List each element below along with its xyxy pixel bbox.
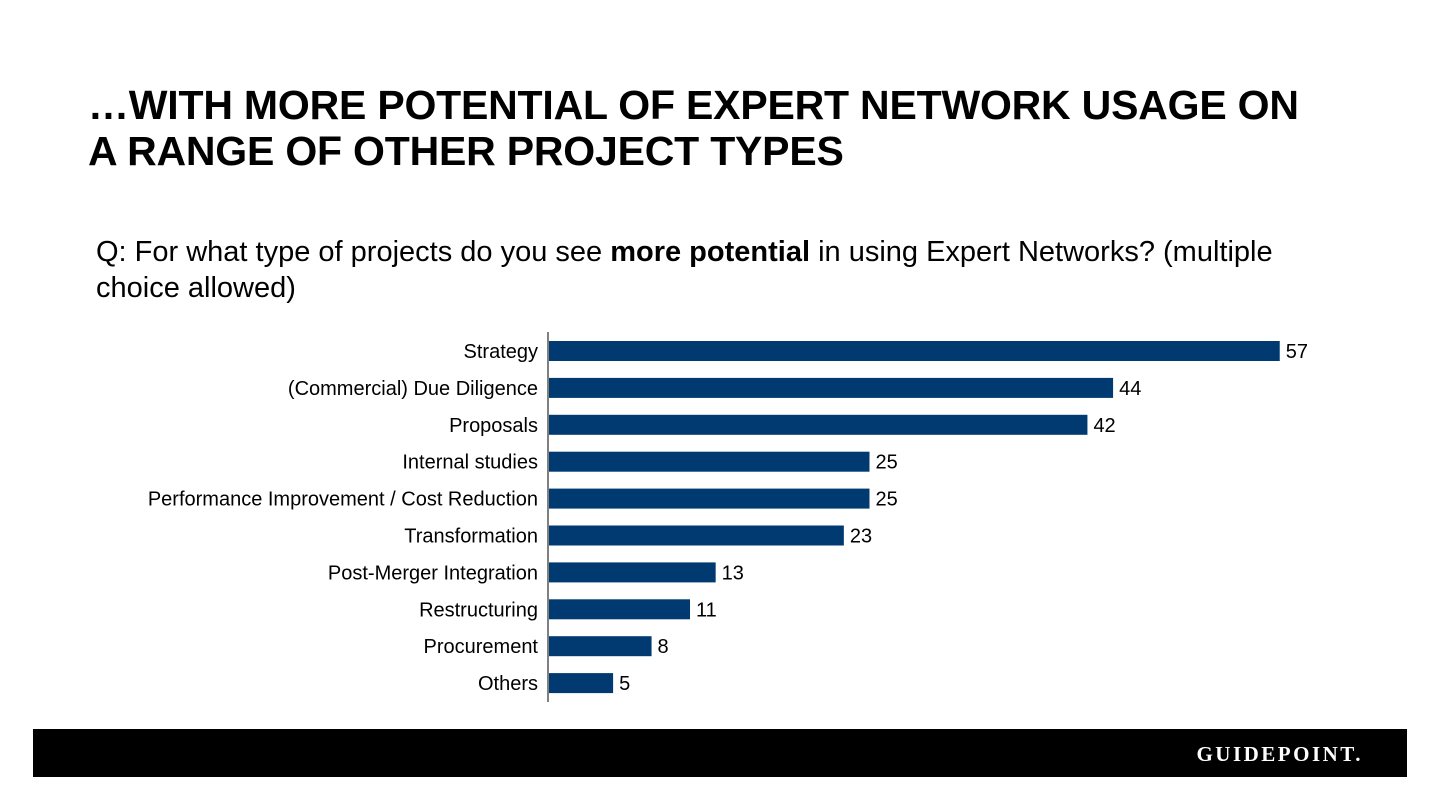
bar bbox=[549, 341, 1280, 361]
bar-value-label: 25 bbox=[876, 452, 898, 474]
bar-value-label: 57 bbox=[1286, 341, 1308, 363]
bar-value-label: 23 bbox=[850, 526, 872, 548]
question-emphasis: more potential bbox=[610, 236, 811, 268]
survey-question: Q: For what type of projects do you see … bbox=[96, 234, 1356, 306]
bar bbox=[549, 414, 1088, 435]
category-label: Internal studies bbox=[402, 452, 538, 474]
bar-value-label: 44 bbox=[1119, 378, 1141, 400]
bar bbox=[549, 562, 716, 583]
category-label: Proposals bbox=[449, 415, 538, 437]
category-label: Performance Improvement / Cost Reduction bbox=[148, 489, 538, 511]
category-label: Post-Merger Integration bbox=[328, 562, 538, 584]
bar-value-label: 11 bbox=[696, 599, 717, 621]
brand-logo: GUIDEPOINT. bbox=[1196, 742, 1363, 766]
bar-value-label: 25 bbox=[876, 489, 898, 511]
bar bbox=[549, 488, 870, 509]
bar bbox=[549, 377, 1114, 398]
category-label: Others bbox=[478, 673, 538, 695]
bar bbox=[549, 525, 844, 546]
slide-title-line-1: …WITH MORE POTENTIAL OF EXPERT NETWORK U… bbox=[88, 82, 1299, 128]
bar-value-label: 13 bbox=[722, 562, 744, 584]
question-text-start: Q: For what type of projects do you see bbox=[96, 236, 611, 268]
bar bbox=[549, 451, 870, 472]
category-label: Procurement bbox=[424, 636, 539, 658]
question-text-end: in using Expert Networks? (multiple choi… bbox=[96, 236, 1273, 304]
bar bbox=[549, 636, 652, 657]
bar-chart: Strategy 57 (Commercial) Due Diligence 44 Pr… bbox=[148, 332, 1308, 702]
footer-bar: GUIDEPOINT. bbox=[33, 729, 1407, 777]
slide-title: …WITH MORE POTENTIAL OF EXPERT NETWORK U… bbox=[88, 82, 1378, 174]
slide-title-line-2: A RANGE OF OTHER PROJECT TYPES bbox=[88, 128, 844, 174]
bar-value-label: 8 bbox=[658, 636, 669, 658]
bar bbox=[549, 599, 691, 620]
category-label: Strategy bbox=[464, 341, 538, 363]
bar-value-label: 42 bbox=[1093, 415, 1115, 437]
bar-value-label: 5 bbox=[619, 673, 630, 695]
category-label: (Commercial) Due Diligence bbox=[288, 378, 538, 400]
bar bbox=[549, 673, 614, 694]
category-label: Restructuring bbox=[419, 599, 538, 621]
category-label: Transformation bbox=[404, 526, 538, 548]
